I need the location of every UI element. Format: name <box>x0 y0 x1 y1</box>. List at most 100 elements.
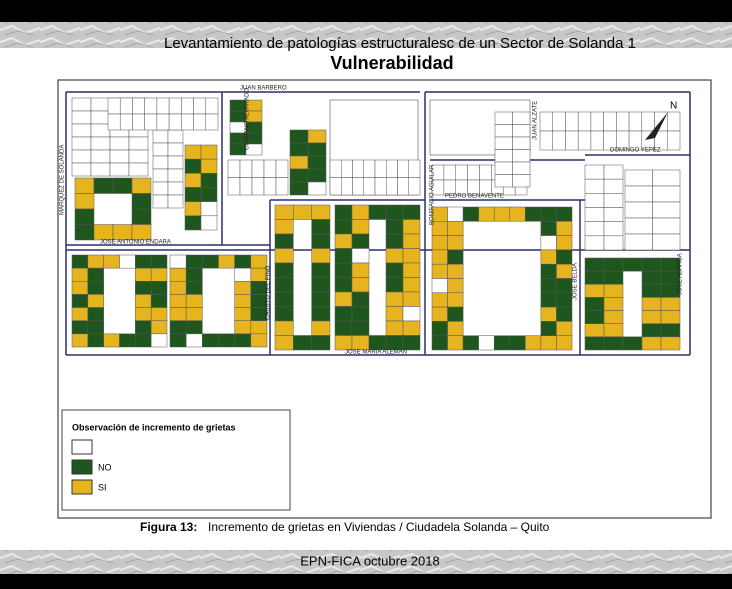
parcel <box>289 142 309 157</box>
parcel <box>616 111 630 132</box>
parcel <box>584 164 605 180</box>
parcel <box>584 284 605 298</box>
parcel <box>385 204 404 220</box>
parcel <box>494 111 513 125</box>
parcel <box>641 257 662 272</box>
parcel <box>107 113 121 131</box>
parcel <box>329 159 342 178</box>
parcel <box>218 254 235 269</box>
legend-label: SI <box>98 482 107 492</box>
top-bar <box>0 0 732 22</box>
parcel <box>603 257 624 272</box>
parcel <box>71 281 89 295</box>
parcel <box>128 149 149 164</box>
parcel <box>311 277 331 293</box>
parcel <box>584 336 605 351</box>
parcel <box>603 310 624 324</box>
parcel <box>289 155 309 170</box>
parcel <box>334 233 353 249</box>
parcel <box>431 292 448 308</box>
parcel <box>185 267 203 282</box>
parcel <box>184 187 202 202</box>
parcel <box>263 177 277 196</box>
parcel <box>584 207 605 222</box>
parcel <box>385 277 404 293</box>
parcel <box>641 270 662 285</box>
parcel <box>385 306 404 322</box>
parcel <box>478 206 495 222</box>
parcel <box>374 177 387 196</box>
parcel <box>431 263 448 279</box>
parcel <box>590 111 604 132</box>
parcel <box>479 164 492 181</box>
parcel <box>584 193 605 208</box>
street-label: JOSE BELDA <box>573 263 579 300</box>
parcel <box>239 177 253 196</box>
parcel <box>193 97 207 115</box>
parcel <box>90 123 111 138</box>
parcel <box>311 262 331 278</box>
parcel <box>169 294 187 308</box>
parcel <box>603 235 624 251</box>
parcel <box>200 158 218 174</box>
parcel <box>584 310 605 324</box>
street-label: JUAN ALZATE <box>533 101 539 140</box>
parcel <box>408 177 421 196</box>
parcel <box>385 233 404 249</box>
parcel <box>540 206 557 222</box>
parcel <box>181 113 194 131</box>
parcel <box>185 320 203 335</box>
parcel <box>74 193 95 210</box>
parcel <box>556 306 573 322</box>
parcel <box>169 320 187 335</box>
parcel <box>494 174 513 188</box>
parcel <box>494 136 513 150</box>
parcel <box>167 181 184 196</box>
parcel <box>135 281 152 295</box>
north-arrow <box>645 112 668 140</box>
parcel <box>169 307 187 321</box>
parcel <box>329 177 342 196</box>
parcel <box>263 159 277 178</box>
parcel <box>93 224 114 241</box>
street-label: JOSE MARIA ALEMAN <box>345 350 407 356</box>
parcel <box>250 333 268 348</box>
parcel <box>494 161 513 175</box>
parcel <box>128 162 149 177</box>
parcel <box>386 177 398 196</box>
parcel <box>386 159 398 178</box>
street-label: CAUSTO DEL PINO <box>266 265 272 320</box>
parcel <box>603 297 624 311</box>
parcel <box>234 281 252 295</box>
parcel <box>431 335 448 351</box>
north-label: N <box>670 101 677 112</box>
parcel <box>119 333 136 348</box>
parcel <box>512 136 531 150</box>
parcel <box>584 221 605 237</box>
parcel <box>71 162 92 177</box>
parcel <box>167 142 184 157</box>
parcel <box>584 178 605 194</box>
parcel <box>603 111 617 132</box>
parcel <box>185 333 203 348</box>
parcel <box>402 219 421 235</box>
parcel <box>652 217 681 235</box>
parcel <box>135 320 152 335</box>
parcel <box>351 291 370 307</box>
parcel <box>363 177 376 196</box>
parcel <box>447 278 464 294</box>
parcel <box>447 292 464 308</box>
parcel <box>603 270 624 285</box>
parcel <box>556 263 573 279</box>
parcel <box>512 161 531 175</box>
parcel <box>540 335 557 351</box>
parcel <box>90 162 111 177</box>
parcel <box>307 155 327 170</box>
parcel <box>144 113 158 131</box>
parcel <box>274 335 294 351</box>
parcel <box>307 129 327 144</box>
top-texture <box>0 22 732 48</box>
parcel <box>200 187 218 202</box>
caption-text: Incremento de grietas en Viviendas / Ciu… <box>208 520 550 534</box>
parcel <box>131 208 152 225</box>
